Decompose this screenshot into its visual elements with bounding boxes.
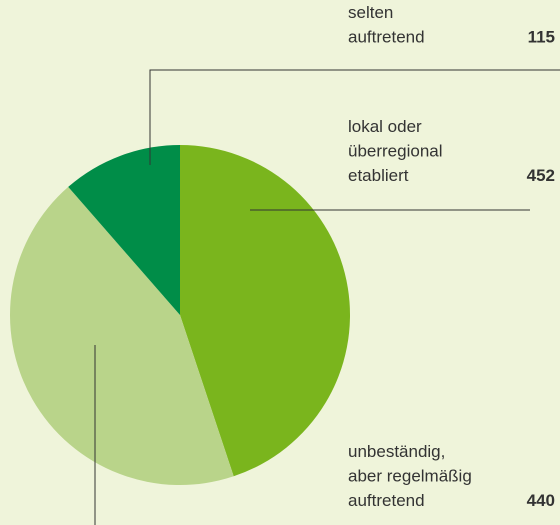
pie-slice	[10, 186, 234, 485]
slice-label: unbeständig,	[348, 442, 445, 461]
slice-label: lokal oder	[348, 117, 422, 136]
pie-slice	[68, 145, 180, 315]
slice-value: 115	[528, 28, 555, 47]
slice-value: 440	[527, 491, 555, 510]
pie-slice	[180, 145, 350, 477]
slice-label: etabliert	[348, 166, 409, 185]
slice-label: selten	[348, 3, 393, 22]
slice-label: aber regelmäßig	[348, 467, 472, 486]
slice-value: 452	[527, 166, 555, 185]
slice-label: auftretend	[348, 28, 425, 47]
slice-label: auftretend	[348, 491, 425, 510]
slice-label: überregional	[348, 142, 443, 161]
leader-line	[149, 69, 560, 165]
